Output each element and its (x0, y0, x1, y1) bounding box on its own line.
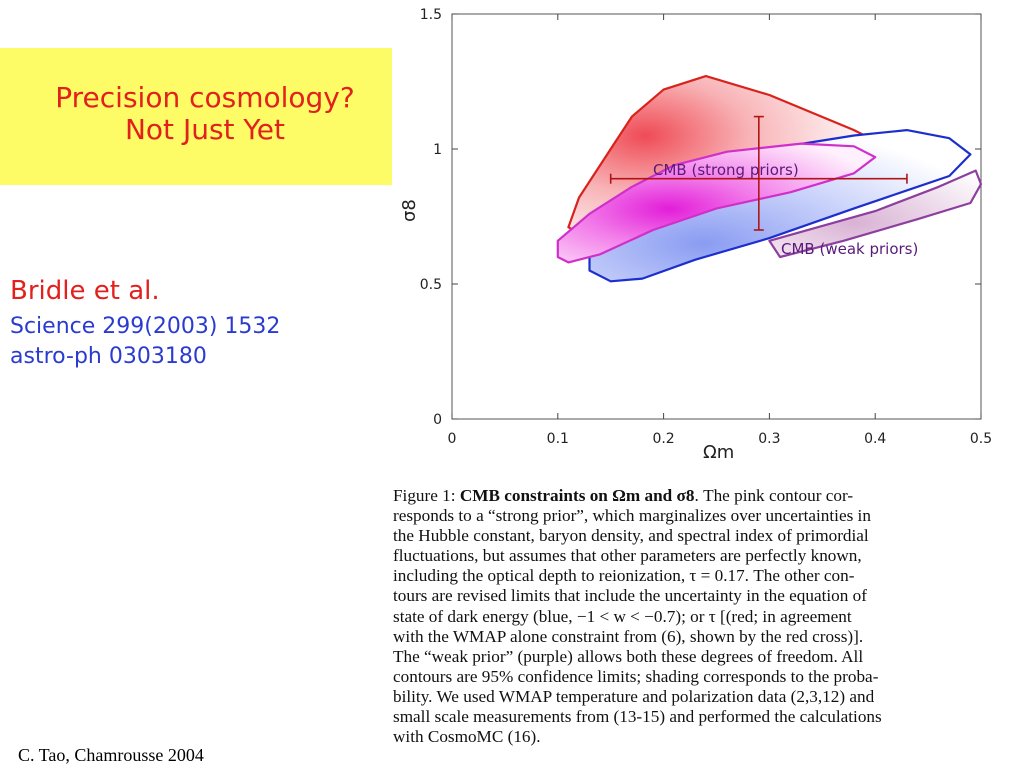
footer-credit: C. Tao, Chamrousse 2004 (18, 745, 204, 765)
caption-line: with the WMAP alone constraint from (6),… (393, 627, 1015, 647)
caption-line: with CosmoMC (16). (393, 727, 1015, 747)
x-tick-label: 0.1 (547, 431, 569, 447)
y-axis-label: σ8 (399, 199, 420, 222)
plot-frame (451, 13, 982, 420)
caption-text: with CosmoMC (16). (393, 727, 541, 747)
caption-text: small scale measurements from (13-15) an… (393, 707, 882, 727)
x-tick-label: 0.4 (864, 431, 886, 447)
x-tick-label: 0 (448, 431, 457, 447)
caption-text: contours are 95% confidence limits; shad… (393, 666, 879, 686)
caption-text: tours are revised limits that include th… (393, 586, 867, 606)
caption-line: bility. We used WMAP temperature and pol… (393, 687, 1015, 707)
contour-2 (768, 169, 983, 259)
caption-line: including the optical depth to reionizat… (393, 566, 1015, 586)
label-weak-priors: CMB (weak priors) (781, 240, 918, 258)
caption-text: with the WMAP alone constraint from (6),… (393, 626, 864, 646)
x-tick-label: 0.2 (652, 431, 674, 447)
caption-text: . The pink contour cor- (694, 486, 854, 505)
caption-line: the Hubble constant, baryon density, and… (393, 526, 1015, 546)
caption-line: small scale measurements from (13-15) an… (393, 707, 1015, 727)
reference-author: Bridle et al. (10, 276, 160, 306)
caption-line: fluctuations, but assumes that other par… (393, 546, 1015, 566)
y-tick-label: 0 (433, 412, 442, 428)
caption-text: responds to a “strong prior”, which marg… (393, 506, 871, 526)
caption-text: including the optical depth to reionizat… (393, 566, 855, 586)
caption-line: state of dark energy (blue, −1 < w < −0.… (393, 607, 1015, 627)
x-tick-label: 0.3 (758, 431, 780, 447)
caption-text: the Hubble constant, baryon density, and… (393, 526, 869, 546)
slide-title: Precision cosmology? Not Just Yet (30, 82, 380, 146)
caption-text: The “weak prior” (purple) allows both th… (393, 646, 864, 666)
figure-caption: Figure 1: CMB constraints on Ωm and σ8. … (393, 486, 1015, 747)
title-line-2: Not Just Yet (124, 113, 285, 146)
caption-bold-title: CMB constraints on Ωm and σ8 (459, 486, 695, 505)
caption-line: tours are revised limits that include th… (393, 586, 1015, 606)
x-tick-label: 0.5 (970, 431, 992, 447)
contour-3 (556, 142, 877, 264)
label-strong-priors: CMB (strong priors) (653, 161, 799, 179)
caption-line: responds to a “strong prior”, which marg… (393, 506, 1015, 526)
caption-text: state of dark energy (blue, −1 < w < −0.… (393, 606, 852, 626)
y-tick-label: 1 (433, 142, 442, 158)
title-box (0, 48, 392, 185)
caption-text: bility. We used WMAP temperature and pol… (393, 686, 875, 706)
y-tick-label: 0.5 (420, 277, 442, 293)
cmb-contour-chart: 0 0.1 0.2 0.3 0.4 0.5 0 0.5 1 1.5 CMB (strong pri… (399, 7, 992, 463)
caption-figure-label: Figure 1: (393, 486, 460, 505)
reference-journal: Science 299(2003) 1532 (10, 314, 281, 339)
caption-line: Figure 1: CMB constraints on Ωm and σ8. … (393, 486, 1015, 506)
y-tick-label: 1.5 (420, 7, 442, 23)
caption-line: contours are 95% confidence limits; shad… (393, 667, 1015, 687)
caption-line: The “weak prior” (purple) allows both th… (393, 647, 1015, 667)
reference-arxiv: astro-ph 0303180 (10, 344, 207, 369)
x-axis-label: Ωm (703, 442, 734, 463)
title-line-1: Precision cosmology? (55, 81, 355, 114)
caption-text: fluctuations, but assumes that other par… (393, 546, 862, 566)
